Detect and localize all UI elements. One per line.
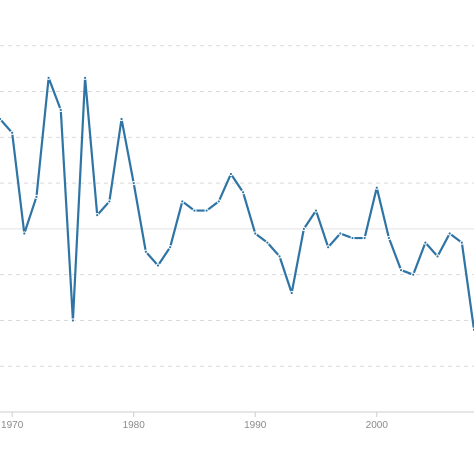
series-layer — [0, 75, 474, 332]
data-point — [70, 318, 76, 323]
data-point — [301, 226, 306, 231]
data-point — [180, 199, 185, 204]
data-point — [46, 75, 51, 80]
data-point — [362, 235, 367, 241]
data-point — [447, 231, 452, 236]
data-point — [386, 235, 392, 241]
data-point — [22, 231, 27, 236]
data-point — [143, 249, 148, 254]
data-point — [95, 213, 100, 218]
data-point — [58, 107, 63, 112]
data-point — [350, 235, 355, 241]
data-point — [423, 240, 428, 245]
data-point — [168, 245, 173, 250]
data-point — [289, 290, 294, 296]
data-point — [228, 171, 234, 177]
data-point — [131, 181, 136, 186]
data-point — [0, 116, 3, 122]
data-point — [204, 208, 209, 213]
data-point — [313, 208, 319, 213]
data-point — [10, 130, 15, 135]
data-point — [155, 263, 161, 268]
data-point — [253, 231, 258, 236]
data-point — [326, 245, 331, 250]
x-tick-label: 1990 — [244, 420, 267, 431]
x-tick-label: 1970 — [1, 420, 24, 431]
data-point — [119, 116, 124, 122]
data-point — [240, 190, 246, 195]
x-tick-label: 1980 — [123, 420, 146, 431]
gridlines — [0, 45, 474, 367]
data-point — [82, 75, 88, 80]
data-point — [192, 208, 197, 213]
x-tick-label: 2000 — [366, 420, 389, 431]
data-point — [107, 199, 112, 204]
data-point — [459, 240, 464, 245]
data-point — [277, 254, 282, 259]
data-point — [411, 272, 416, 277]
series-line — [0, 76, 474, 331]
data-point — [216, 199, 221, 204]
data-point — [435, 254, 440, 259]
x-axis-ticks: 1970 1980 1990 2000 — [1, 412, 388, 431]
data-point — [265, 240, 270, 245]
data-point — [34, 194, 39, 199]
data-point — [374, 185, 379, 190]
data-point — [338, 231, 343, 236]
data-point — [398, 267, 404, 273]
